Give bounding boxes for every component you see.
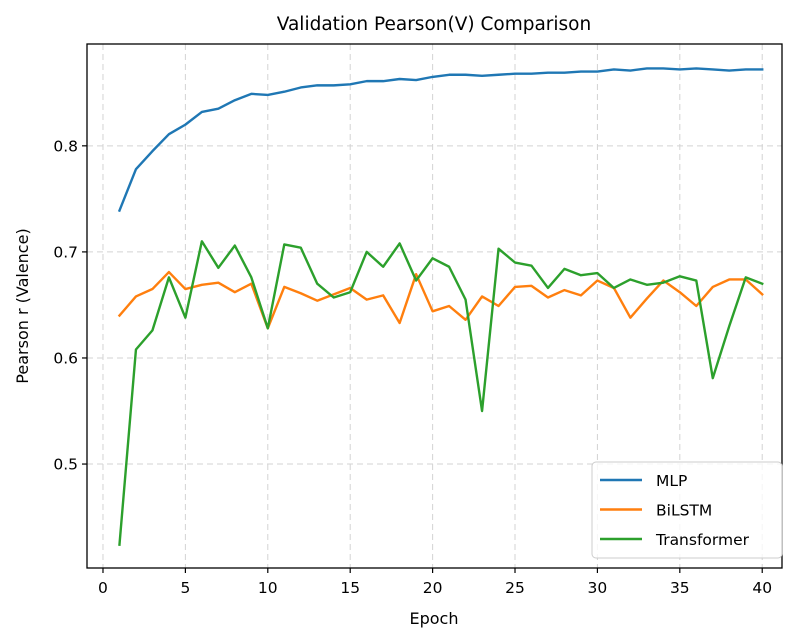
y-axis-label: Pearson r (Valence): [13, 228, 32, 383]
x-tick-label: 40: [752, 579, 772, 597]
legend: MLP BiLSTM Transformer: [591, 461, 783, 559]
x-tick-label: 10: [258, 579, 278, 597]
legend-label-bilstm: BiLSTM: [656, 502, 712, 520]
grid: [87, 44, 782, 568]
x-tick-label: 0: [98, 579, 108, 597]
series-line-mlp: [117, 67, 764, 213]
legend-label-mlp: MLP: [656, 472, 687, 490]
series-lines: [117, 67, 764, 546]
x-tick-label: 15: [340, 579, 360, 597]
x-tick-label: 30: [588, 579, 608, 597]
chart-title: Validation Pearson(V) Comparison: [277, 14, 591, 35]
x-tick-label: 20: [423, 579, 443, 597]
series-line-bilstm: [117, 270, 764, 330]
legend-label-transformer: Transformer: [655, 531, 750, 549]
x-tick-label: 5: [180, 579, 190, 597]
plot-frame: [86, 43, 783, 569]
y-tick-label: 0.7: [53, 243, 78, 261]
y-tick-label: 0.8: [53, 137, 78, 155]
y-tick-label: 0.6: [53, 349, 78, 367]
x-axis-label: Epoch: [410, 609, 459, 628]
axis-ticks: 0 5 10 15 20 25 30 35 40 0.5 0.6 0.7 0.8: [53, 137, 772, 597]
x-tick-label: 35: [670, 579, 690, 597]
x-tick-label: 25: [505, 579, 525, 597]
series-line-transformer: [118, 240, 764, 546]
legend-box: [591, 461, 783, 559]
y-tick-label: 0.5: [53, 456, 78, 474]
